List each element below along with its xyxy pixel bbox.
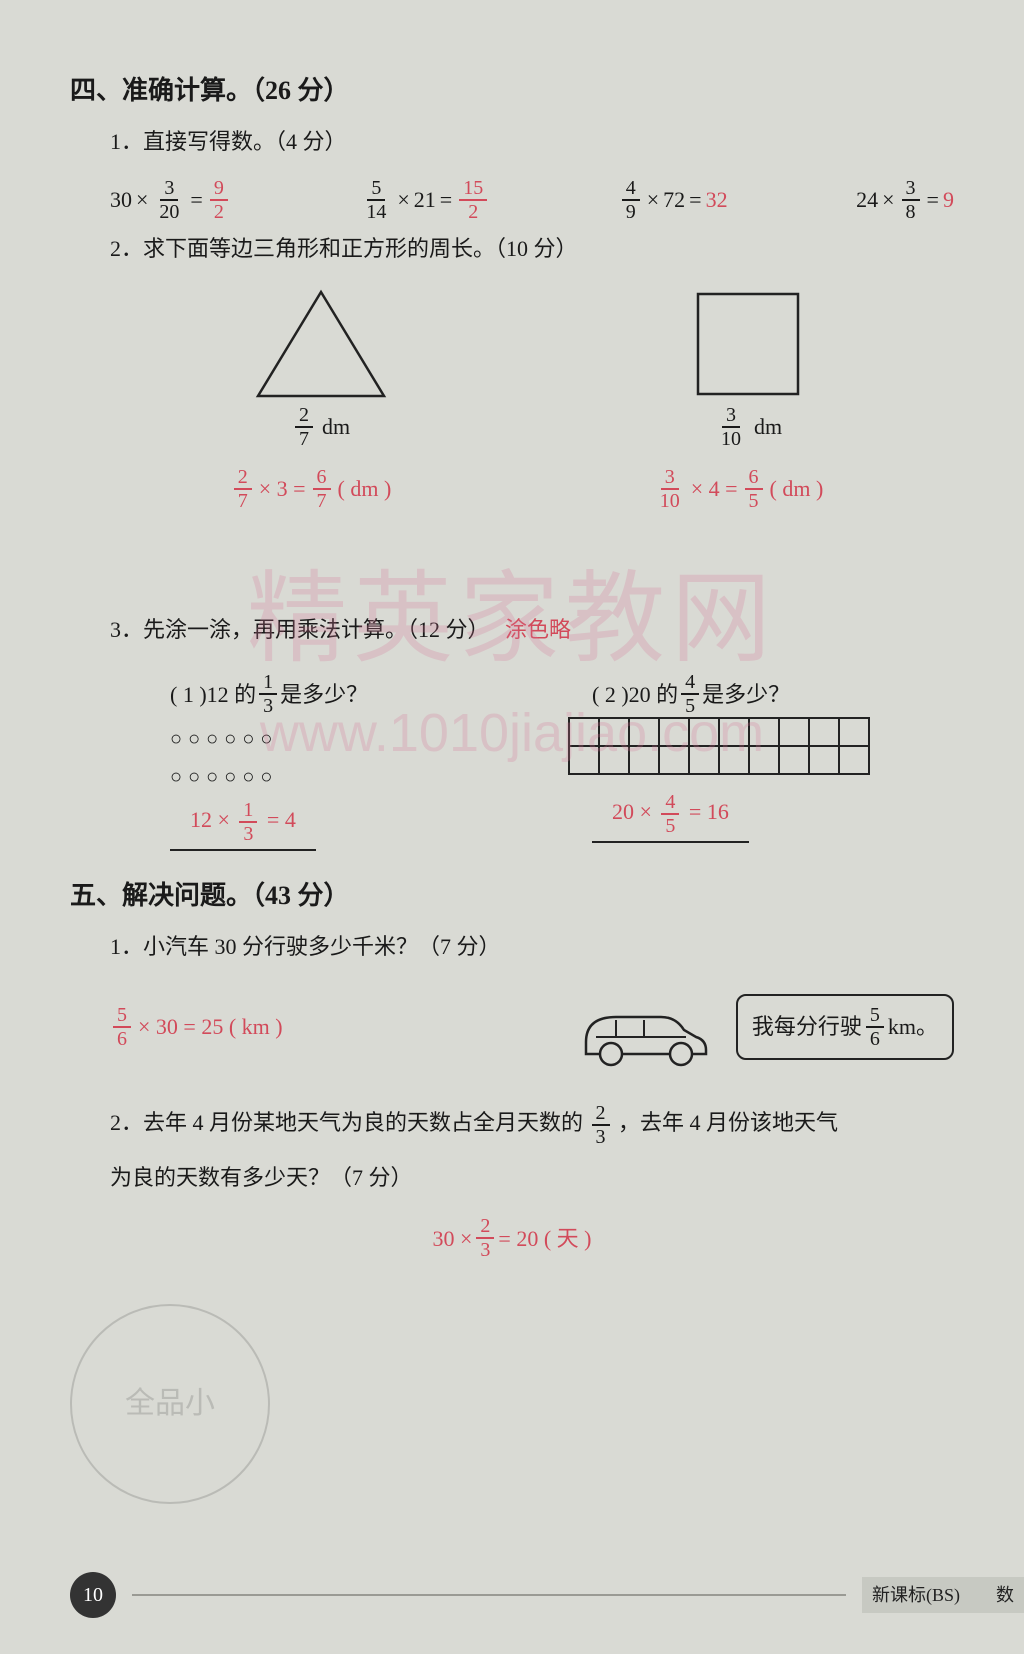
eq-1: 30 × 320 = 92 <box>110 177 231 223</box>
q4-3-text: 3．先涂一涂，再用乘法计算。（12 分） 涂色略 <box>110 612 954 647</box>
square-label: 310 dm <box>714 404 782 450</box>
p2-ans-pre: 20 × <box>612 799 652 824</box>
p1-post: 是多少？ <box>280 677 368 712</box>
q5-2-ans-pre: 30 × <box>433 1221 473 1256</box>
p2-label: ( 2 )20 的 45 是多少？ <box>592 671 790 717</box>
q4-3-skip: 涂色略 <box>505 617 571 642</box>
sq-answer: 310 × 4 = 65 ( dm ) <box>653 466 824 512</box>
p2-ans-eq: = 16 <box>689 799 729 824</box>
triangle-block: 27 dm <box>246 284 396 450</box>
eq2-int: 21 <box>414 182 436 217</box>
q5-2-pre: 2．去年 4 月份某地天气为良的天数占全月天数的 <box>110 1110 583 1135</box>
section-5-title: 五、解决问题。（43 分） <box>70 875 954 917</box>
eq2-op: × <box>397 182 409 217</box>
circles-row-1: ○○○○○○ <box>170 723 532 755</box>
sq-ans-unit: ( dm ) <box>770 471 824 506</box>
eq3-ans: 32 <box>706 182 728 217</box>
eq3-frac: 49 <box>622 177 640 223</box>
p1-ans-eq: = 4 <box>267 807 296 832</box>
page-number: 10 <box>70 1572 116 1618</box>
eq4-eq: = <box>927 182 939 217</box>
p2-answer-line: 20 × 45 = 16 <box>592 791 954 843</box>
q5-1-answer: 56 × 30 = 25 ( km ) <box>110 1004 283 1050</box>
eq4-frac: 38 <box>902 177 920 223</box>
eq1-ans: 92 <box>210 177 228 223</box>
p2-post: 是多少？ <box>702 677 790 712</box>
eq3-int: 72 <box>663 182 685 217</box>
section-4-title: 四、准确计算。（26 分） <box>70 70 954 112</box>
q5-2-ans-post: = 20 ( 天 ) <box>498 1221 591 1256</box>
eq3-op: × <box>647 182 659 217</box>
sq-unit: dm <box>754 409 782 444</box>
p1-pre: ( 1 )12 的 <box>170 677 256 712</box>
tri-ans-op: × 3 = <box>259 471 306 506</box>
eq1-eq: = <box>190 182 202 217</box>
q4-1-equations: 30 × 320 = 92 514 × 21 = 152 49 × 72 = 3… <box>110 177 954 223</box>
eq-2: 514 × 21 = 152 <box>359 177 490 223</box>
eq4-op: × <box>882 182 894 217</box>
p1-label: ( 1 )12 的 13 是多少？ <box>170 671 368 717</box>
sq-ans-op: × 4 = <box>691 471 738 506</box>
triangle-icon <box>246 284 396 404</box>
tri-answer: 27 × 3 = 67 ( dm ) <box>231 466 392 512</box>
q5-1-text: 1．小汽车 30 分行驶多少千米？（7 分） <box>110 929 954 964</box>
tri-ans-unit: ( dm ) <box>338 471 392 506</box>
q4-2-shapes: 27 dm 310 dm <box>100 284 954 450</box>
bubble-pre: 我每分行驶 <box>752 1009 862 1044</box>
p2-pre: ( 2 )20 的 <box>592 677 678 712</box>
q4-2-text: 2．求下面等边三角形和正方形的周长。（10 分） <box>110 231 954 266</box>
square-icon <box>688 284 808 404</box>
tri-unit: dm <box>322 409 350 444</box>
eq3-eq: = <box>689 182 701 217</box>
stamp-text: 全品小 <box>125 1380 215 1428</box>
q5-1-row: 56 × 30 = 25 ( km ) 我每分行驶 56 km。 <box>110 982 954 1072</box>
eq1-op: × <box>136 182 148 217</box>
q5-2-line2: 为良的天数有多少天？（7 分） <box>110 1160 954 1195</box>
q5-2-answer-wrap: 30 × 23 = 20 ( 天 ) <box>70 1215 954 1261</box>
eq-3: 49 × 72 = 32 <box>619 177 728 223</box>
square-block: 310 dm <box>688 284 808 450</box>
eq4-ans: 9 <box>943 182 954 217</box>
footer-line <box>132 1594 846 1596</box>
q4-1-text: 1．直接写得数。（4 分） <box>110 124 954 159</box>
q5-2-post: ，去年 4 月份该地天气 <box>618 1110 838 1135</box>
eq4-int: 24 <box>856 182 878 217</box>
page-footer: 10 新课标(BS) 数 <box>70 1572 1024 1618</box>
q4-3-stem: 3．先涂一涂，再用乘法计算。（12 分） <box>110 617 490 642</box>
speech-bubble: 我每分行驶 56 km。 <box>736 994 954 1060</box>
eq1-int: 30 <box>110 182 132 217</box>
circles-row-2: ○○○○○○ <box>170 761 532 793</box>
car-icon <box>566 982 716 1072</box>
footer-text: 新课标(BS) 数 <box>862 1577 1024 1614</box>
stamp-icon: 全品小 <box>70 1304 270 1504</box>
p1-answer-line: 12 × 13 = 4 <box>170 799 532 851</box>
q5-2-answer: 30 × 23 = 20 ( 天 ) <box>433 1215 592 1261</box>
eq1-frac: 320 <box>155 177 183 223</box>
eq2-eq: = <box>440 182 452 217</box>
q5-1-ans-rest: × 30 = 25 ( km ) <box>138 1009 283 1044</box>
triangle-label: 27 dm <box>292 404 350 450</box>
q4-3-p2: ( 2 )20 的 45 是多少？ 20 × 45 = 16 <box>532 665 954 851</box>
grid-20 <box>568 717 870 775</box>
p1-answer: 12 × 13 = 4 <box>170 799 316 851</box>
p2-answer: 20 × 45 = 16 <box>592 791 749 843</box>
bubble-post: km。 <box>888 1009 938 1044</box>
eq-4: 24 × 38 = 9 <box>856 177 954 223</box>
q4-2-answers: 27 × 3 = 67 ( dm ) 310 × 4 = 65 ( dm ) <box>100 466 954 512</box>
eq2-frac: 514 <box>362 177 390 223</box>
eq2-ans: 152 <box>459 177 487 223</box>
q5-2-line1: 2．去年 4 月份某地天气为良的天数占全月天数的 23 ，去年 4 月份该地天气 <box>110 1102 954 1148</box>
q4-3-p1: ( 1 )12 的 13 是多少？ ○○○○○○ ○○○○○○ 12 × 13 … <box>110 665 532 851</box>
p1-ans-pre: 12 × <box>190 807 230 832</box>
